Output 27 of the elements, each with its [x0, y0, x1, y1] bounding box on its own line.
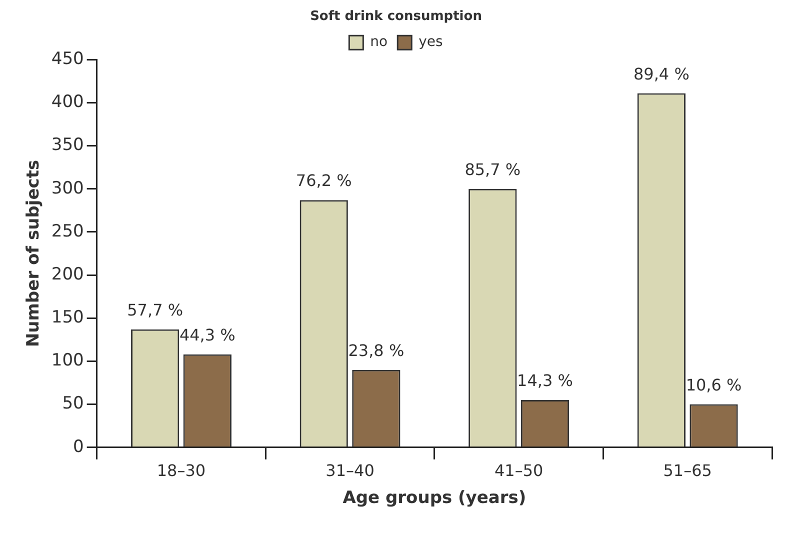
annotation: 76,2 %: [296, 171, 352, 190]
annotation: 14,3 %: [517, 371, 573, 390]
y-tick-label: 450: [51, 49, 84, 70]
x-tick-label: 18–30: [156, 461, 206, 480]
y-tick-label: 0: [73, 436, 84, 457]
y-tick-label: 200: [51, 264, 84, 284]
y-tick-label: 100: [51, 350, 84, 371]
annotation: 44,3 %: [179, 325, 236, 344]
annotation: 57,7 %: [127, 300, 184, 320]
y-tick-label: 300: [51, 178, 84, 198]
x-tick-label: 41–50: [494, 461, 544, 480]
annotation: 10,6 %: [686, 375, 742, 394]
legend-label: yes: [418, 34, 443, 50]
annotation: 85,7 %: [464, 160, 521, 180]
annotation: 23,8 %: [348, 340, 404, 360]
y-axis-title: Number of subjects: [24, 160, 44, 348]
y-tick-label: 150: [51, 308, 84, 328]
legend-title: Soft drink consumption: [310, 8, 482, 24]
x-axis-title: Age groups (years): [342, 488, 526, 508]
x-tick-label: 51–65: [663, 461, 712, 480]
y-tick-label: 350: [51, 135, 84, 156]
y-tick-label: 50: [62, 394, 84, 414]
x-tick-label: 31–40: [326, 461, 374, 480]
y-tick-label: 400: [51, 92, 84, 112]
y-tick-label: 250: [51, 221, 84, 242]
annotation: 89,4 %: [633, 64, 690, 84]
legend-label: no: [370, 34, 388, 50]
